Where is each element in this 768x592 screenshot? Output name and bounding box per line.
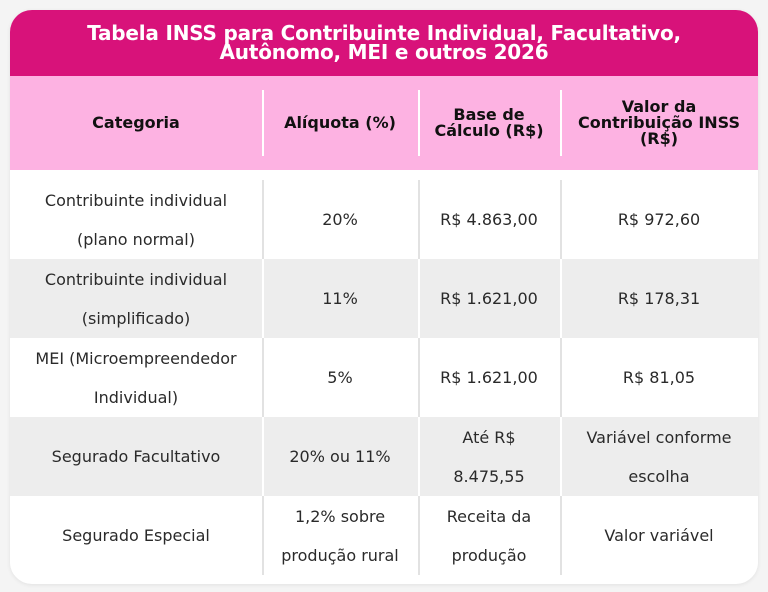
cell-aliquota: 5% [262,338,418,417]
cell-valor: R$ 972,60 [560,180,758,259]
cell-aliquota: 11% [262,259,418,338]
cell-base-calculo: R$ 1.621,00 [418,259,560,338]
cell-categoria: MEI (Microempreendedor Individual) [35,348,237,407]
cell-categoria: Contribuinte individual (plano normal) [44,190,228,249]
table-header-row: Categoria Alíquota (%) Base de Cálculo (… [10,76,758,170]
table-row: Segurado Especial 1,2% sobre produção ru… [10,496,758,575]
table-row: Contribuinte individual (plano normal) 2… [10,180,758,259]
cell-aliquota: 20% ou 11% [262,417,418,496]
header-aliquota: Alíquota (%) [262,76,418,170]
cell-categoria: Segurado Facultativo [51,447,221,466]
cell-valor: R$ 81,05 [560,338,758,417]
table-body: Contribuinte individual (plano normal) 2… [10,180,758,575]
cell-categoria: Contribuinte individual (simplificado) [44,269,228,328]
title-bar: Tabela INSS para Contribuinte Individual… [10,10,758,76]
inss-table-card: Tabela INSS para Contribuinte Individual… [10,10,758,584]
table-row: MEI (Microempreendedor Individual) 5% R$… [10,338,758,417]
cell-aliquota: 20% [262,180,418,259]
cell-valor: Variável conforme escolha [560,417,758,496]
cell-categoria: Segurado Especial [62,526,210,545]
header-base-calculo: Base de Cálculo (R$) [418,76,560,170]
cell-base-calculo: Até R$ 8.475,55 [418,417,560,496]
cell-valor: R$ 178,31 [560,259,758,338]
cell-aliquota: 1,2% sobre produção rural [262,496,418,575]
table-row: Contribuinte individual (simplificado) 1… [10,259,758,338]
cell-base-calculo: R$ 1.621,00 [418,338,560,417]
cell-base-calculo: Receita da produção [418,496,560,575]
table-title: Tabela INSS para Contribuinte Individual… [87,21,681,64]
header-spacer [10,170,758,180]
table-row: Segurado Facultativo 20% ou 11% Até R$ 8… [10,417,758,496]
header-valor-contribuicao: Valor da Contribuição INSS (R$) [560,76,758,170]
header-categoria: Categoria [92,113,180,132]
cell-base-calculo: R$ 4.863,00 [418,180,560,259]
cell-valor: Valor variável [560,496,758,575]
